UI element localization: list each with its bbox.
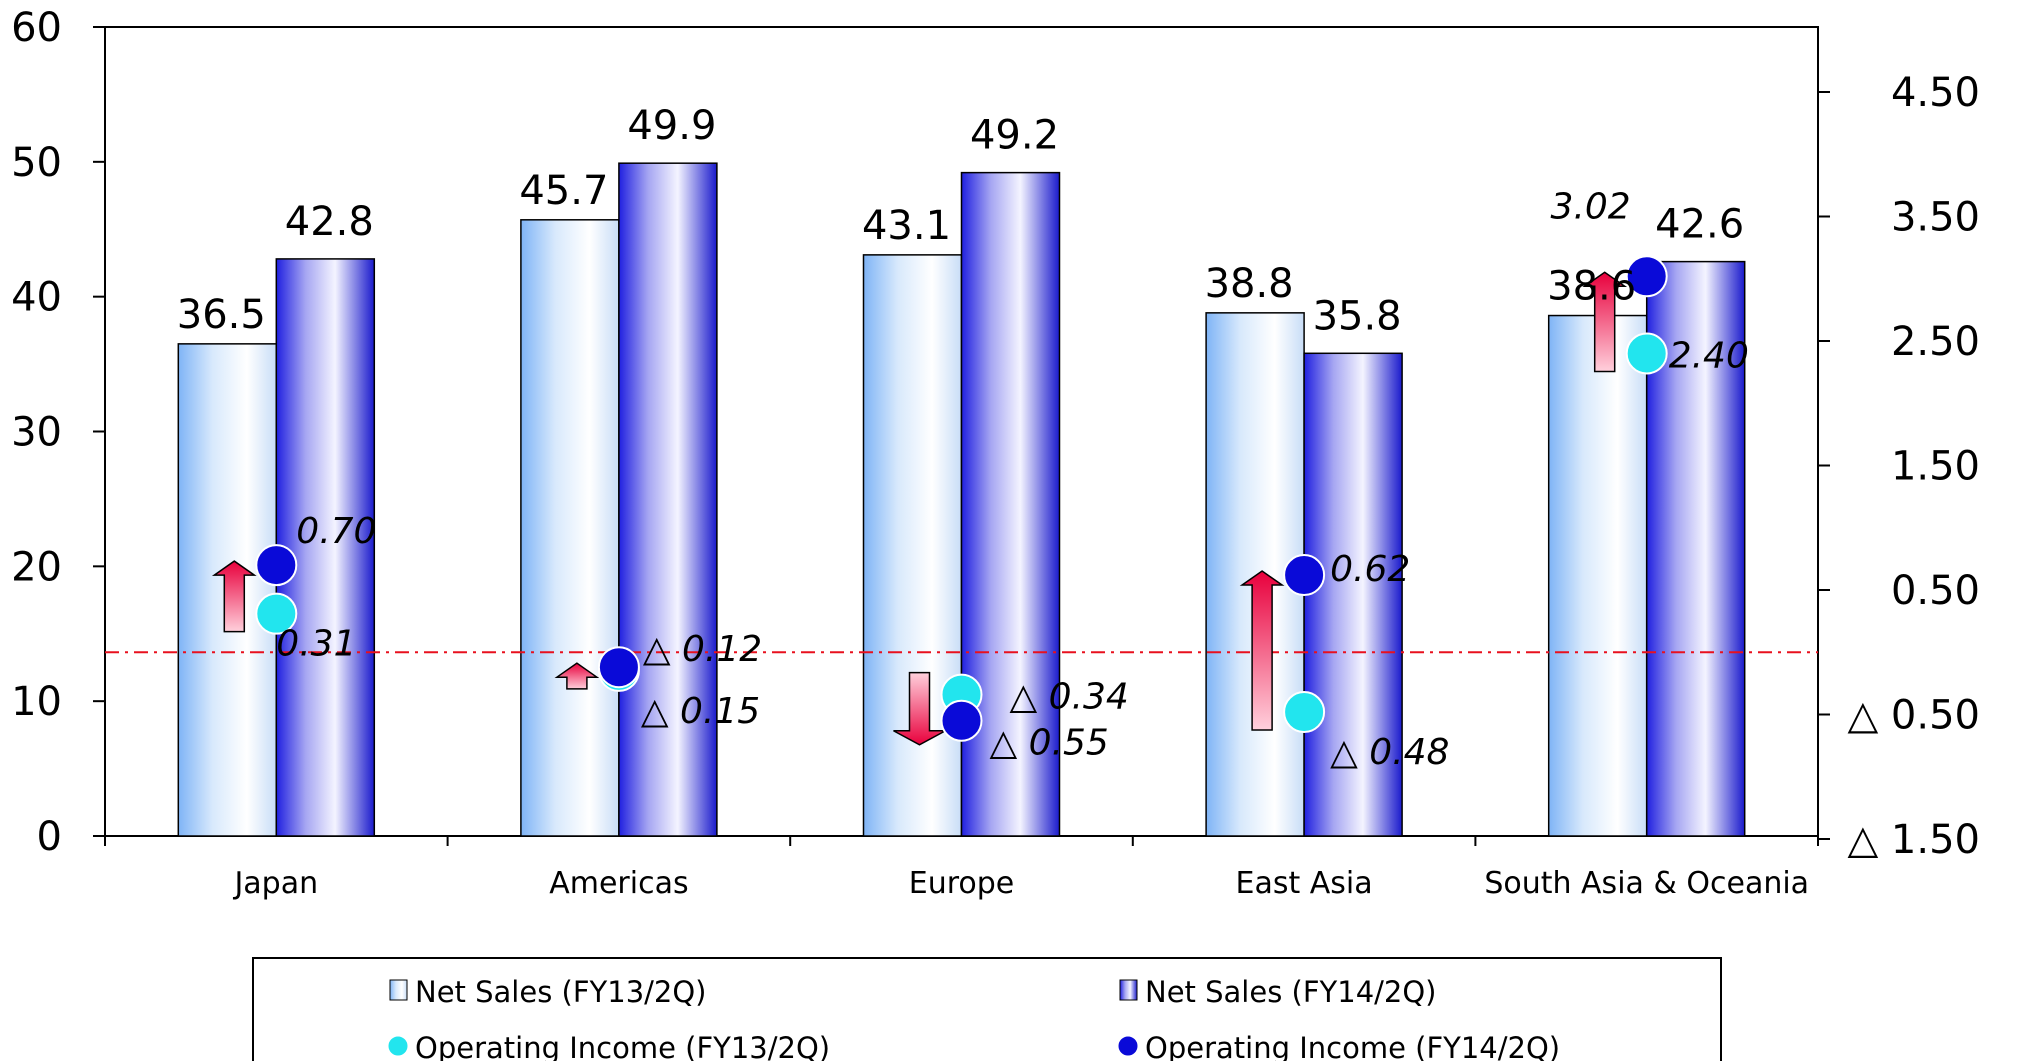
operating-income-fy13-label: 2.40 — [1669, 335, 1749, 376]
operating-income-fy13-label: △ 0.34 — [1010, 677, 1129, 718]
bar-fy14 — [960, 171, 1061, 837]
bar-fy14 — [275, 258, 376, 837]
legend-swatch — [389, 979, 408, 1001]
left-axis-tick-label: 30 — [11, 410, 62, 456]
operating-income-fy13-label: △ 0.48 — [1330, 732, 1449, 773]
bar-value-label: 35.8 — [1313, 293, 1402, 339]
operating-income-fy14-label: 0.70 — [296, 511, 376, 552]
operating-income-fy14-point — [1625, 255, 1668, 298]
category-label: East Asia — [1236, 866, 1373, 901]
right-axis-tick-label: 1.50 — [1891, 444, 1980, 490]
bar-fy14 — [618, 162, 718, 837]
change-arrow-down — [893, 671, 946, 746]
right-axis-tick-label: 3.50 — [1891, 195, 1980, 241]
operating-income-fy13-label: 0.31 — [276, 624, 356, 665]
legend-swatch — [1117, 1035, 1139, 1057]
operating-income-fy14-point — [255, 544, 298, 587]
left-axis-tick-label: 50 — [11, 140, 62, 186]
bar-value-label: 49.2 — [970, 113, 1059, 159]
bar-value-label: 38.8 — [1205, 261, 1294, 307]
left-axis-tick-label: 20 — [11, 544, 62, 590]
bar-fy13 — [1547, 314, 1648, 837]
operating-income-fy13-point — [1625, 332, 1668, 375]
change-arrow-up — [1582, 271, 1628, 373]
operating-income-fy14-point — [1283, 554, 1326, 597]
right-axis-tick-label: 4.50 — [1891, 70, 1980, 116]
change-arrow-up — [554, 662, 600, 690]
bar-value-label: 43.1 — [862, 203, 951, 249]
operating-income-fy14-label: 3.02 — [1551, 186, 1631, 227]
legend-box — [252, 957, 1722, 1061]
left-axis-tick-label: 60 — [11, 5, 62, 51]
operating-income-fy14-label: 0.62 — [1330, 549, 1410, 590]
bar-value-label: 38.6 — [1547, 264, 1636, 310]
left-axis-tick-label: 40 — [11, 275, 62, 321]
right-axis-tick-label: 0.50 — [1891, 568, 1980, 614]
legend-entry-label: Operating Income (FY14/2Q) — [1145, 1031, 1560, 1061]
operating-income-fy14-label: △ 0.55 — [990, 723, 1109, 764]
bar-value-label: 49.9 — [627, 103, 716, 149]
operating-income-fy13-point — [255, 592, 298, 635]
bar-fy13 — [177, 343, 278, 837]
legend-swatch — [1119, 979, 1138, 1001]
operating-income-fy14-label: △ 0.12 — [643, 629, 762, 670]
bar-fy13 — [862, 254, 963, 837]
left-axis-tick-label: 10 — [11, 679, 62, 725]
category-label: Americas — [549, 866, 688, 901]
operating-income-fy13-label: △ 0.15 — [641, 691, 760, 732]
right-axis-tick-label: △ 1.50 — [1847, 817, 1980, 863]
bar-value-label: 42.8 — [285, 199, 374, 245]
operating-income-fy14-point — [940, 699, 983, 742]
bar-value-label: 45.7 — [519, 168, 608, 214]
left-axis-tick-label: 0 — [37, 814, 62, 860]
legend-swatch — [387, 1035, 409, 1057]
bar-value-label: 42.6 — [1655, 202, 1744, 248]
operating-income-fy13-point — [1283, 691, 1326, 734]
operating-income-fy14-point — [597, 646, 640, 689]
category-label: Europe — [909, 866, 1015, 901]
category-label: Japan — [232, 866, 318, 901]
legend-entry-label: Net Sales (FY14/2Q) — [1145, 975, 1437, 1009]
legend-entry-label: Net Sales (FY13/2Q) — [415, 975, 707, 1009]
legend-entry-label: Operating Income (FY13/2Q) — [415, 1031, 830, 1061]
change-arrow-up — [211, 560, 257, 633]
bar-fy13 — [520, 219, 620, 837]
change-arrow-up — [1239, 570, 1285, 731]
category-label: South Asia & Oceania — [1484, 866, 1809, 901]
bar-value-label: 36.5 — [177, 292, 266, 338]
right-axis-tick-label: △ 0.50 — [1847, 693, 1980, 739]
right-axis-tick-label: 2.50 — [1891, 319, 1980, 365]
